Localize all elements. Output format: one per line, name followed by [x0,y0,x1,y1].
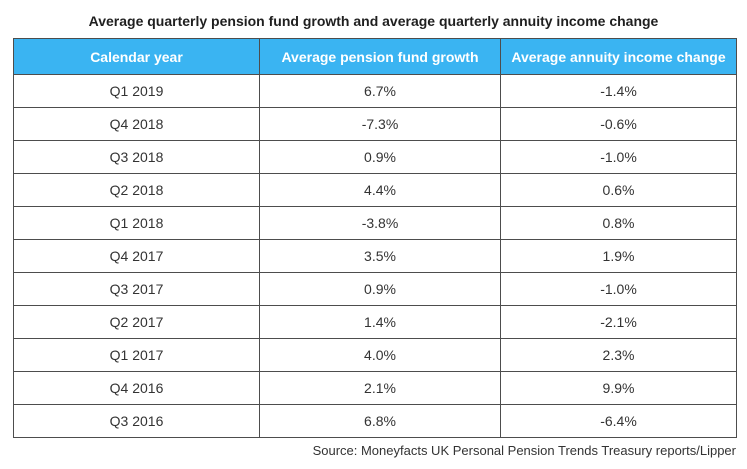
table-row: Q4 2017 3.5% 1.9% [13,239,737,273]
cell-pension-growth: 4.0% [259,338,501,372]
table-row: Q1 2018 -3.8% 0.8% [13,206,737,240]
cell-pension-growth: -7.3% [259,107,501,141]
cell-pension-growth: 0.9% [259,272,501,306]
cell-pension-growth: 2.1% [259,371,501,405]
table-header-row: Calendar year Average pension fund growt… [13,38,737,75]
cell-annuity-change: -0.6% [500,107,737,141]
table-row: Q3 2018 0.9% -1.0% [13,140,737,174]
cell-pension-growth: 0.9% [259,140,501,174]
cell-pension-growth: 4.4% [259,173,501,207]
cell-quarter: Q3 2018 [13,140,260,174]
table-row: Q4 2016 2.1% 9.9% [13,371,737,405]
cell-annuity-change: 9.9% [500,371,737,405]
cell-annuity-change: -2.1% [500,305,737,339]
cell-annuity-change: 2.3% [500,338,737,372]
cell-annuity-change: -1.0% [500,140,737,174]
cell-annuity-change: -1.4% [500,74,737,108]
cell-quarter: Q1 2017 [13,338,260,372]
cell-quarter: Q2 2018 [13,173,260,207]
cell-pension-growth: 6.8% [259,404,501,438]
cell-quarter: Q3 2016 [13,404,260,438]
page-title: Average quarterly pension fund growth an… [88,13,659,29]
cell-annuity-change: 0.8% [500,206,737,240]
cell-quarter: Q4 2016 [13,371,260,405]
pension-annuity-table: Calendar year Average pension fund growt… [13,38,737,438]
table-row: Q4 2018 -7.3% -0.6% [13,107,737,141]
cell-quarter: Q3 2017 [13,272,260,306]
table-row: Q2 2017 1.4% -2.1% [13,305,737,339]
cell-quarter: Q1 2018 [13,206,260,240]
table-row: Q2 2018 4.4% 0.6% [13,173,737,207]
cell-pension-growth: -3.8% [259,206,501,240]
cell-pension-growth: 6.7% [259,74,501,108]
column-header-pension-fund-growth: Average pension fund growth [259,38,501,75]
cell-quarter: Q4 2017 [13,239,260,273]
cell-annuity-change: -1.0% [500,272,737,306]
cell-annuity-change: -6.4% [500,404,737,438]
source-note: Source: Moneyfacts UK Personal Pension T… [312,443,736,458]
table-row: Q1 2017 4.0% 2.3% [13,338,737,372]
column-header-calendar-year: Calendar year [13,38,260,75]
cell-quarter: Q1 2019 [13,74,260,108]
table-row: Q3 2016 6.8% -6.4% [13,404,737,438]
cell-quarter: Q4 2018 [13,107,260,141]
table-row: Q3 2017 0.9% -1.0% [13,272,737,306]
table-row: Q1 2019 6.7% -1.4% [13,74,737,108]
cell-annuity-change: 0.6% [500,173,737,207]
cell-annuity-change: 1.9% [500,239,737,273]
column-header-annuity-income-change: Average annuity income change [500,38,737,75]
cell-pension-growth: 3.5% [259,239,501,273]
cell-pension-growth: 1.4% [259,305,501,339]
cell-quarter: Q2 2017 [13,305,260,339]
